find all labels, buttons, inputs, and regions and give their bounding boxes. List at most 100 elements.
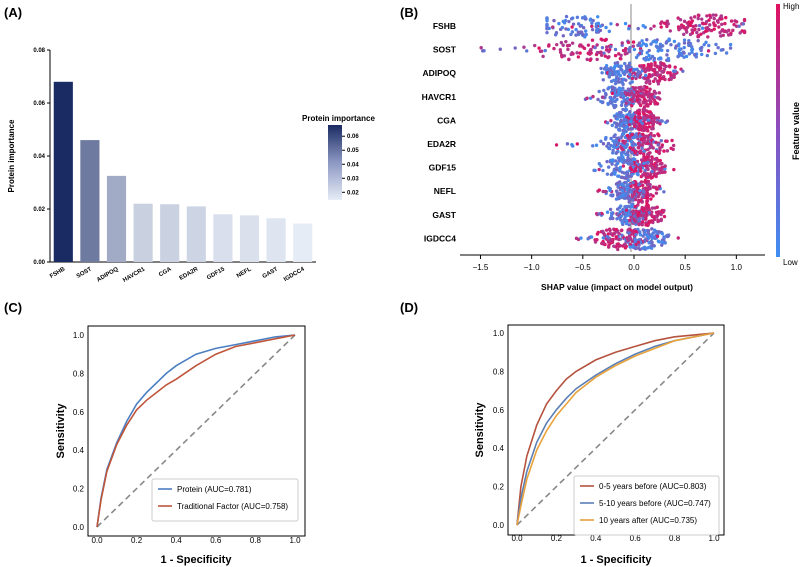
- shap-point: [628, 45, 632, 50]
- shap-point: [651, 194, 655, 198]
- feature-label-nefl: NEFL: [434, 186, 456, 196]
- shap-point: [636, 203, 640, 207]
- shap-point: [660, 165, 664, 170]
- shap-point: [682, 55, 686, 59]
- shap-point: [677, 49, 681, 53]
- shap-point: [631, 44, 636, 48]
- x-tick-label: 0.4: [171, 536, 183, 545]
- shap-point: [625, 184, 629, 188]
- shap-point: [649, 233, 654, 237]
- legend-label: 10 years after (AUC=0.735): [599, 516, 697, 525]
- shap-point: [669, 43, 673, 47]
- shap-point: [632, 86, 636, 90]
- shap-point: [681, 69, 685, 73]
- y-tick-label: 0.0: [493, 521, 505, 530]
- shap-point: [619, 175, 623, 179]
- shap-point: [601, 189, 605, 194]
- shap-point: [537, 46, 541, 50]
- shap-point: [618, 156, 622, 160]
- shap-point: [608, 188, 612, 193]
- shap-point: [607, 165, 611, 169]
- shap-point: [613, 133, 617, 137]
- shap-point: [637, 222, 641, 227]
- shap-point: [656, 143, 660, 147]
- shap-point: [646, 175, 650, 179]
- shap-point: [630, 239, 635, 243]
- shap-point: [633, 239, 638, 244]
- shap-point: [602, 88, 606, 93]
- shap-point: [681, 24, 686, 29]
- shap-point: [637, 237, 642, 242]
- y-tick-label: 0.06: [33, 101, 45, 107]
- shap-point: [554, 31, 559, 35]
- shap-point: [579, 30, 584, 34]
- shap-point: [616, 90, 621, 95]
- shap-point: [682, 32, 686, 37]
- shap-point: [648, 220, 652, 224]
- shap-point: [611, 85, 615, 90]
- shap-point: [700, 45, 704, 50]
- shap-point: [611, 148, 615, 153]
- shap-point: [658, 162, 663, 166]
- shap-point: [615, 112, 619, 116]
- shap-point: [677, 27, 681, 32]
- shap-point: [644, 211, 649, 216]
- shap-point: [611, 97, 615, 101]
- shap-point: [610, 162, 614, 166]
- panel-label-b: (B): [400, 5, 418, 20]
- shap-point: [623, 49, 627, 53]
- shap-point: [664, 41, 668, 45]
- shap-point: [644, 186, 648, 191]
- shap-point: [636, 91, 640, 95]
- shap-point: [676, 54, 681, 58]
- x-tick-label: 0.6: [210, 536, 222, 545]
- shap-point: [590, 24, 594, 28]
- shap-point: [633, 197, 638, 202]
- shap-point: [613, 53, 618, 58]
- shap-point: [627, 233, 632, 238]
- colorbar-title: Feature value: [791, 102, 801, 160]
- shap-point: [630, 91, 634, 95]
- shap-point: [585, 57, 589, 62]
- shap-point: [646, 62, 651, 67]
- shap-point: [624, 107, 629, 112]
- shap-point: [616, 247, 620, 252]
- shap-point: [605, 45, 609, 49]
- shap-point: [631, 40, 636, 44]
- shap-point: [571, 22, 576, 26]
- shap-point: [622, 171, 627, 175]
- shap-point: [641, 183, 645, 188]
- shap-point: [644, 223, 648, 227]
- shap-point: [644, 128, 648, 132]
- shap-point: [634, 232, 638, 237]
- chart-a: Protein importance Protein importance 0.…: [7, 48, 375, 284]
- shap-point: [628, 98, 632, 102]
- shap-point: [655, 70, 659, 75]
- shap-point: [645, 165, 649, 170]
- shap-point: [615, 22, 619, 27]
- shap-point: [609, 22, 613, 26]
- x-tick-label: 0.6: [630, 534, 642, 543]
- shap-point: [665, 48, 670, 53]
- shap-point: [647, 125, 652, 129]
- shap-point: [615, 145, 619, 149]
- shap-point: [600, 38, 604, 42]
- shap-point: [652, 119, 657, 124]
- shap-point: [557, 21, 561, 26]
- shap-point: [618, 168, 622, 173]
- shap-point: [700, 52, 704, 57]
- shap-point: [642, 161, 646, 165]
- shap-point: [632, 218, 637, 223]
- shap-point: [627, 174, 631, 178]
- shap-point: [654, 149, 659, 153]
- shap-point: [649, 135, 653, 139]
- shap-point: [640, 136, 644, 141]
- shap-point: [690, 48, 694, 52]
- shap-point: [635, 135, 639, 139]
- shap-point: [660, 231, 665, 236]
- shap-point: [603, 189, 608, 194]
- x-tick-label: 0.0: [91, 536, 103, 545]
- y-tick-label: 0.2: [73, 485, 85, 494]
- shap-point: [650, 169, 654, 174]
- shap-point: [630, 195, 635, 199]
